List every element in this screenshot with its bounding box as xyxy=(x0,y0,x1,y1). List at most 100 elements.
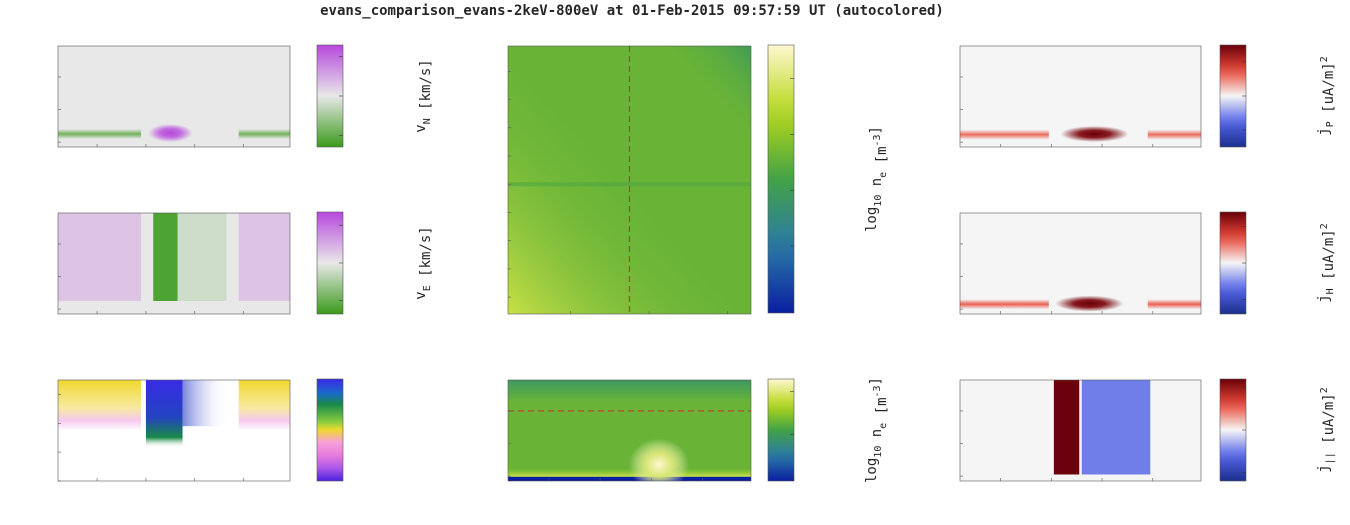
colorbar-label-unit2: [m xyxy=(874,397,890,422)
density-seam xyxy=(508,182,751,187)
colorbar-label: vE [km/s] xyxy=(413,226,434,299)
top-fade xyxy=(508,380,751,402)
figure-title: evans_comparison_evans-2keV-800eV at 01-… xyxy=(320,3,944,19)
plot-frame xyxy=(57,45,291,148)
colorbar-label-unit: [uA/m xyxy=(1321,238,1337,289)
blob-mark xyxy=(628,438,689,481)
colorbar-label-unit: [km/s] xyxy=(418,226,434,285)
band-mark xyxy=(58,213,142,301)
band-fade xyxy=(182,380,228,427)
colorbar xyxy=(316,378,344,482)
colorbar-label-unit: n xyxy=(869,429,885,446)
colorbar-label-label: v xyxy=(413,291,429,299)
colorbar-label: log10 ne [m-3] xyxy=(864,126,890,232)
band-mark xyxy=(238,380,290,431)
colorbar-label-sub: || xyxy=(1325,452,1336,464)
band-mark xyxy=(58,380,142,431)
colorbar-label-sub: 10 xyxy=(873,446,884,458)
colorbar-label-label: v xyxy=(413,124,429,132)
floor-mark xyxy=(508,476,751,481)
colorbar-label-sub: H xyxy=(1325,288,1336,294)
plot-area xyxy=(58,46,290,147)
colorbar-label-sub2: e xyxy=(878,423,889,429)
band-mark xyxy=(238,213,290,301)
plot-frame xyxy=(959,212,1202,315)
colorbar-label-unit: n xyxy=(869,178,885,195)
colorbar-label: j|| [uA/m]2 xyxy=(1316,387,1337,473)
plot-frame xyxy=(507,45,752,315)
colorbar-scale xyxy=(316,44,344,148)
colorbar-label-sup: 2 xyxy=(1319,56,1330,62)
plot-area xyxy=(58,213,290,314)
colorbar-scale xyxy=(767,44,795,314)
colorbar-scale xyxy=(767,378,795,482)
colorbar-label: vN [km/s] xyxy=(413,59,434,132)
layer-mark xyxy=(58,128,142,139)
colorbar-label-sup: 2 xyxy=(1319,387,1330,393)
heatmap-background xyxy=(960,380,1201,481)
colorbar-scale xyxy=(1219,211,1247,315)
colorbar-label-unit3: ] xyxy=(868,377,884,385)
colorbar: vE [km/s] xyxy=(316,211,434,315)
layer-mark xyxy=(960,299,1049,310)
colorbar-label-label: j xyxy=(1316,464,1332,472)
colorbar-label-sub: P xyxy=(1325,121,1336,127)
colorbar: j|| [uA/m]2 xyxy=(1219,378,1337,482)
plot-area xyxy=(58,380,290,481)
colorbar-label-unit2: ] xyxy=(1321,229,1337,237)
plot-frame xyxy=(959,379,1202,482)
colorbar-label-unit2: [m xyxy=(874,146,890,171)
blob-mark xyxy=(1060,125,1129,142)
band-mark xyxy=(1053,380,1080,475)
colorbar-label-label: log xyxy=(864,207,880,232)
colorbar-label-unit: [km/s] xyxy=(418,59,434,118)
panel-ns-flow: vN [km/s] xyxy=(57,44,434,148)
colorbar-scale xyxy=(1219,44,1247,148)
colorbar-label-sub: 10 xyxy=(873,195,884,207)
band-mark xyxy=(145,380,183,448)
blob-mark xyxy=(1055,295,1124,312)
plot-area xyxy=(508,380,751,481)
plot-frame xyxy=(57,379,291,482)
colorbar-label: jH [uA/m]2 xyxy=(1316,223,1337,303)
colorbar-label-sup: -3 xyxy=(872,134,883,146)
colorbar-scale xyxy=(316,378,344,482)
colorbar: log10 ne [m-3] xyxy=(767,377,890,483)
plot-area xyxy=(960,46,1201,147)
plot-area xyxy=(960,380,1201,481)
blob-mark xyxy=(148,123,193,142)
plot-area xyxy=(960,213,1201,314)
colorbar-scale xyxy=(316,211,344,315)
colorbar-label-sub2: e xyxy=(878,172,889,178)
colorbar-label-sup: -3 xyxy=(872,385,883,397)
layer-mark xyxy=(960,129,1049,140)
band-mark xyxy=(177,213,227,301)
plot-area xyxy=(508,46,751,314)
band-mark xyxy=(1081,380,1151,475)
colorbar-label-sup: 2 xyxy=(1319,223,1330,229)
layer-mark xyxy=(238,128,290,139)
colorbar-label-unit2: ] xyxy=(1321,62,1337,70)
panel-density-map: log10 ne [m-3] xyxy=(507,44,890,315)
colorbar: vN [km/s] xyxy=(316,44,434,148)
colorbar-label-sub: N xyxy=(422,118,433,124)
colorbar-label: jP [uA/m]2 xyxy=(1316,56,1337,136)
panel-fac: j|| [uA/m]2 xyxy=(959,378,1337,482)
plot-frame xyxy=(959,45,1202,148)
layer-mark xyxy=(1147,299,1201,310)
panel-ion-flow xyxy=(57,378,344,482)
panel-hall: jH [uA/m]2 xyxy=(959,211,1337,315)
plot-frame xyxy=(57,212,291,315)
layer-mark xyxy=(1147,129,1201,140)
colorbar-label-label: j xyxy=(1316,127,1332,135)
colorbar-scale xyxy=(1219,378,1247,482)
colorbar-label-unit: [uA/m xyxy=(1321,402,1337,453)
colorbar: log10 ne [m-3] xyxy=(767,44,890,314)
colorbar-label-unit2: ] xyxy=(1321,393,1337,401)
colorbar-label-label: log xyxy=(864,458,880,483)
panel-pedersen: jP [uA/m]2 xyxy=(959,44,1337,148)
plot-frame xyxy=(507,379,752,482)
colorbar-label-sub: E xyxy=(422,285,433,291)
band-mark xyxy=(153,213,178,301)
